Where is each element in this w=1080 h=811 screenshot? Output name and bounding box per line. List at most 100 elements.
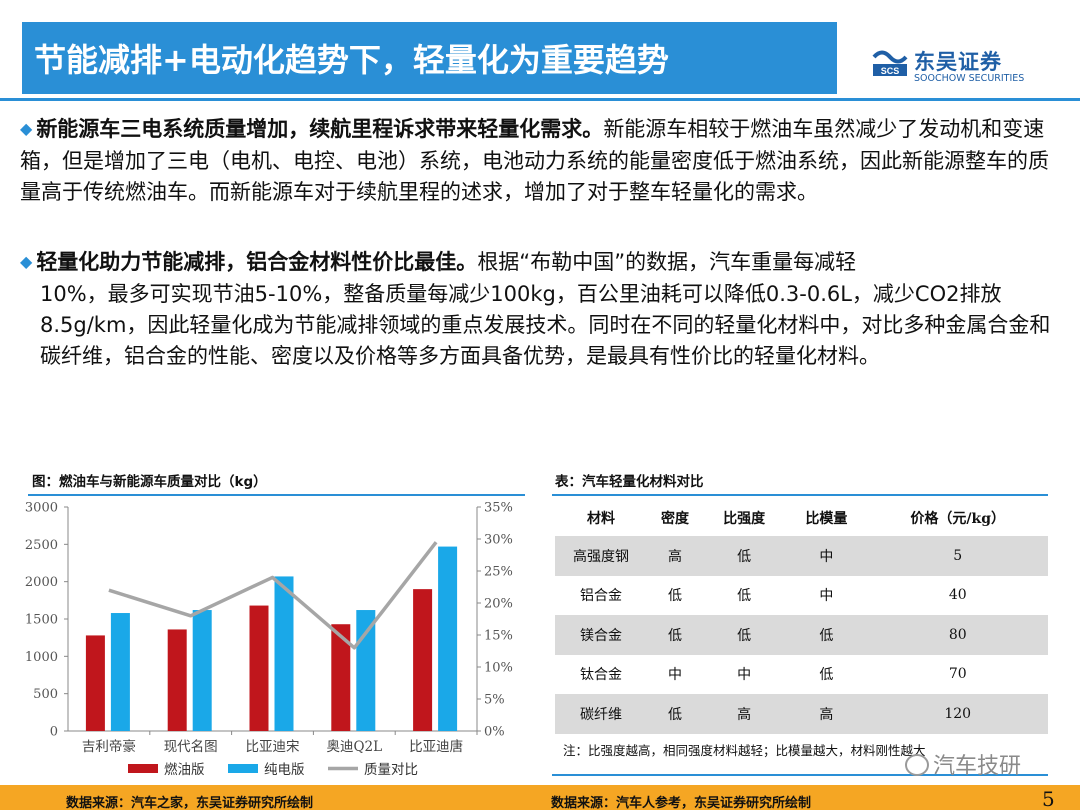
paragraph-2-body-rest: 10%，最多可实现节油5-10%，整备质量每减少100kg，百公里油耗可以降低0…: [40, 282, 1051, 368]
logo-name-cn: 东吴证券: [914, 50, 1002, 74]
header-specific-modulus: 比模量: [785, 500, 868, 536]
table-cell: 中: [703, 654, 786, 694]
y-left-tick-label: 2500: [25, 538, 58, 553]
header-divider: [0, 98, 1080, 101]
table-cell: 中: [785, 575, 868, 615]
y-right-tick-label: 35%: [484, 501, 513, 516]
header-material: 材料: [555, 500, 647, 536]
table-row: 钛合金 中 中 低 70: [555, 654, 1048, 694]
bar-fuel: [249, 605, 269, 731]
logo-name-en: SOOCHOW SECURITIES: [914, 73, 1025, 84]
table-cell: 40: [867, 575, 1048, 615]
table-cell: 5: [867, 536, 1048, 576]
y-right-tick-label: 0%: [484, 725, 505, 740]
y-left-tick-label: 3000: [25, 501, 58, 516]
legend-label: 质量对比: [364, 762, 418, 778]
watermark-text: 汽车技研: [933, 754, 1022, 779]
title-bar: 节能减排+电动化趋势下，轻量化为重要趋势: [22, 22, 837, 94]
bar-ev: [192, 610, 212, 731]
table-cell: 低: [785, 615, 868, 655]
x-tick-label: 吉利帝豪: [82, 739, 136, 755]
table-cell: 高: [703, 694, 786, 734]
table-note: 注：比强度越高，相同强度材料越轻；比模量越大，材料刚性越大: [563, 743, 926, 758]
bar-fuel: [85, 635, 105, 731]
diamond-bullet-icon: ◆: [20, 252, 33, 271]
y-right-tick-label: 15%: [484, 629, 513, 644]
table-row: 碳纤维 低 高 高 120: [555, 694, 1048, 734]
y-left-tick-label: 2000: [25, 575, 58, 590]
y-left-tick-label: 0: [50, 725, 58, 740]
y-left-tick-label: 1500: [25, 613, 58, 628]
wechat-icon: [905, 754, 929, 776]
y-left-tick-label: 500: [33, 687, 58, 702]
legend-label: 燃油版: [164, 761, 205, 778]
company-logo: SCS 东吴证券 SOOCHOW SECURITIES: [858, 46, 1058, 88]
paragraph-2: ◆ 轻量化助力节能减排，铝合金材料性价比最佳。根据“布勒中国”的数据，汽车重量每减…: [20, 247, 1060, 372]
table-header-row: 材料 密度 比强度 比模量 价格（元/kg）: [555, 500, 1048, 536]
logo-mark-icon: SCS: [872, 50, 908, 76]
paragraph-2-lead: 轻量化助力节能减排，铝合金材料性价比最佳。: [36, 250, 478, 274]
paragraph-1: ◆ 新能源车三电系统质量增加，续航里程诉求带来轻量化需求。新能源车相较于燃油车虽然…: [20, 114, 1060, 208]
table-cell: 中: [647, 654, 704, 694]
table-row: 铝合金 低 低 中 40: [555, 575, 1048, 615]
mass-comparison-chart: 0 500 1000 1500 2000 2500 3000 0% 5% 10% 15% 20% 25%…: [25, 501, 513, 779]
line-mass-ratio: [108, 541, 438, 650]
table-cell: 70: [867, 654, 1048, 694]
materials-table: 材料 密度 比强度 比模量 价格（元/kg） 高强度钢 高 低 中 5 铝合金 …: [555, 500, 1048, 734]
y-right-tick-label: 10%: [484, 661, 513, 676]
paragraph-1-body: 新能源车相较于燃油车虽然减少了发动机和变速箱，但是增加了三电（电机、电控、电池）…: [20, 117, 1049, 204]
table-cell: 铝合金: [555, 575, 647, 615]
legend-swatch: [228, 764, 258, 773]
page-title: 节能减排+电动化趋势下，轻量化为重要趋势: [34, 41, 669, 79]
table-cell: 低: [785, 654, 868, 694]
header-specific-strength: 比强度: [703, 500, 786, 536]
bar-ev: [438, 546, 458, 731]
bar-ev: [110, 613, 130, 731]
bar-fuel: [331, 624, 351, 731]
x-tick-label: 比亚迪唐: [409, 738, 463, 755]
table-cell: 80: [867, 615, 1048, 655]
table-cell: 高: [647, 536, 704, 576]
y-right-tick-label: 30%: [484, 533, 513, 548]
paragraph-2-body-line1: 根据“布勒中国”的数据，汽车重量每减轻: [477, 250, 857, 274]
bar-ev: [274, 576, 294, 731]
legend-swatch: [128, 764, 158, 773]
table-cell: 低: [703, 615, 786, 655]
table-cell: 钛合金: [555, 654, 647, 694]
bar-fuel: [413, 589, 433, 731]
table-bottom-rule: [552, 774, 1048, 776]
table-row: 镁合金 低 低 低 80: [555, 615, 1048, 655]
footer-bar: [0, 785, 1080, 810]
y-right-tick-label: 25%: [484, 565, 513, 580]
table-cell: 低: [703, 575, 786, 615]
figure-caption-rule: [28, 494, 525, 496]
table-cell: 120: [867, 694, 1048, 734]
diamond-bullet-icon: ◆: [20, 119, 33, 138]
x-tick-label: 现代名图: [164, 739, 218, 755]
y-right-tick-label: 5%: [484, 693, 505, 708]
chart-source: 数据来源：汽车之家，东吴证券研究所绘制: [66, 796, 314, 811]
paragraph-1-lead: 新能源车三电系统质量增加，续航里程诉求带来轻量化需求。: [36, 117, 604, 141]
table-cell: 高: [785, 694, 868, 734]
table-cell: 低: [703, 536, 786, 576]
y-right-tick-label: 20%: [484, 597, 513, 612]
table-cell: 低: [647, 615, 704, 655]
table-cell: 碳纤维: [555, 694, 647, 734]
page-number: 5: [1042, 787, 1055, 811]
y-left-tick-label: 1000: [25, 650, 58, 665]
figure-caption: 图：燃油车与新能源车质量对比（kg）: [32, 474, 267, 490]
logo-mark-text: SCS: [881, 66, 900, 76]
table-cell: 低: [647, 694, 704, 734]
x-tick-label: 奥迪Q2L: [326, 738, 382, 755]
table-caption-rule: [552, 494, 1048, 496]
bar-fuel: [167, 629, 187, 731]
x-tick-label: 比亚迪宋: [246, 739, 300, 755]
table-cell: 中: [785, 536, 868, 576]
bar-ev: [356, 610, 376, 731]
header-price: 价格（元/kg）: [867, 500, 1048, 536]
table-row: 高强度钢 高 低 中 5: [555, 536, 1048, 576]
legend-label: 纯电版: [264, 762, 305, 778]
table-source: 数据来源：汽车人参考，东吴证券研究所绘制: [551, 796, 812, 811]
table-cell: 高强度钢: [555, 536, 647, 576]
table-cell: 低: [647, 575, 704, 615]
